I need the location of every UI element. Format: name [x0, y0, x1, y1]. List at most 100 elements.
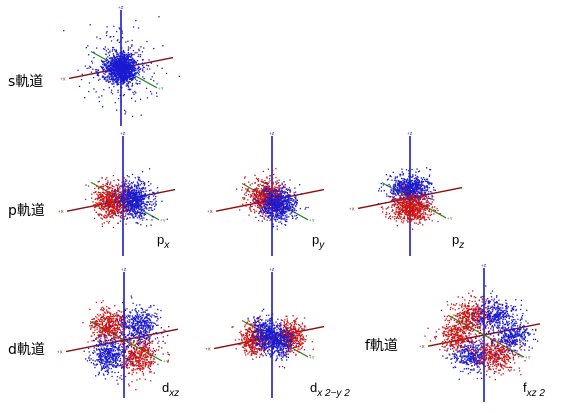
electron-dot — [137, 70, 139, 72]
electron-dot — [421, 192, 423, 194]
electron-dot — [125, 75, 127, 77]
electron-dot — [260, 208, 262, 211]
electron-dot — [102, 106, 104, 108]
electron-dot — [117, 82, 119, 84]
electron-dot — [143, 47, 145, 49]
electron-dot — [116, 202, 118, 204]
electron-dot — [263, 206, 265, 208]
electron-dot — [425, 185, 428, 187]
electron-dot — [112, 81, 114, 83]
electron-dot — [266, 207, 268, 209]
electron-dot — [155, 203, 157, 205]
electron-dot — [259, 198, 262, 200]
electron-dot — [114, 74, 117, 76]
electron-dot — [122, 60, 125, 62]
electron-dot — [270, 196, 272, 198]
electron-dot — [121, 214, 123, 217]
electron-dot — [257, 206, 260, 209]
electron-dot — [263, 190, 266, 192]
electron-dot — [428, 182, 431, 185]
electron-dot — [268, 189, 270, 191]
electron-dot — [145, 195, 147, 197]
electron-dot — [413, 182, 415, 185]
electron-dot — [130, 209, 133, 211]
electron-dot — [397, 183, 399, 185]
electron-dot — [116, 207, 118, 209]
electron-dot — [262, 200, 264, 203]
electron-dot — [110, 40, 113, 42]
electron-dot — [408, 198, 410, 200]
electron-dot — [272, 215, 274, 217]
electron-dot — [154, 193, 156, 196]
electron-dot — [307, 206, 309, 209]
electron-dot — [380, 182, 382, 185]
electron-dot — [121, 212, 123, 214]
electron-dot — [109, 57, 111, 59]
electron-dot — [106, 76, 108, 78]
electron-dot — [265, 207, 267, 209]
electron-dot — [103, 222, 105, 224]
electron-dot — [127, 203, 129, 206]
electron-dot — [91, 193, 93, 195]
electron-dot — [259, 204, 262, 206]
electron-dot — [132, 194, 134, 197]
electron-dot — [128, 88, 130, 90]
electron-dot — [118, 67, 121, 69]
electron-dot — [258, 185, 260, 187]
electron-dot — [135, 201, 137, 203]
electron-dot — [97, 79, 100, 81]
electron-dot — [289, 207, 291, 209]
electron-dot — [125, 194, 127, 196]
electron-dot — [120, 199, 122, 201]
electron-dot — [117, 190, 119, 192]
electron-dot — [81, 73, 83, 75]
y-axis-label: +Y — [158, 86, 164, 91]
electron-dot — [127, 67, 129, 69]
electron-dot — [268, 208, 270, 210]
electron-dot — [114, 80, 117, 83]
electron-dot — [406, 187, 408, 190]
electron-dot — [89, 65, 91, 67]
electron-dot — [122, 56, 124, 58]
electron-dot — [101, 199, 103, 201]
electron-dot — [128, 184, 130, 186]
electron-dot — [408, 186, 410, 188]
electron-dot — [274, 203, 276, 205]
electron-dot — [131, 201, 133, 204]
electron-dot — [117, 211, 119, 213]
electron-dot — [101, 75, 104, 77]
electron-dot — [115, 208, 117, 210]
electron-dot — [124, 75, 127, 77]
electron-dot — [120, 54, 123, 56]
electron-dot — [137, 222, 139, 225]
electron-dot — [253, 190, 255, 193]
electron-dot — [102, 189, 104, 191]
electron-dot — [285, 220, 287, 222]
electron-dot — [118, 211, 120, 213]
electron-dot — [421, 182, 423, 184]
electron-dot — [416, 175, 418, 178]
electron-dot — [118, 61, 120, 63]
electron-dot — [401, 171, 403, 173]
electron-dot — [139, 179, 141, 181]
electron-dot — [267, 198, 269, 201]
electron-dot — [271, 217, 273, 220]
electron-dot — [119, 65, 121, 67]
electron-dot — [137, 183, 139, 185]
electron-dot — [131, 205, 133, 207]
electron-dot — [140, 209, 142, 211]
electron-dot — [140, 188, 143, 190]
electron-dot — [124, 64, 127, 66]
electron-dot — [265, 183, 268, 185]
electron-dot — [113, 78, 115, 80]
electron-dot — [265, 197, 267, 199]
electron-dot — [129, 190, 131, 193]
electron-dot — [241, 189, 243, 191]
electron-dot — [129, 63, 131, 65]
electron-dot — [129, 74, 131, 76]
electron-dot — [277, 215, 279, 217]
electron-dot — [132, 201, 135, 203]
electron-dot — [403, 191, 405, 193]
electron-dot — [114, 79, 116, 81]
electron-dot — [140, 203, 142, 205]
